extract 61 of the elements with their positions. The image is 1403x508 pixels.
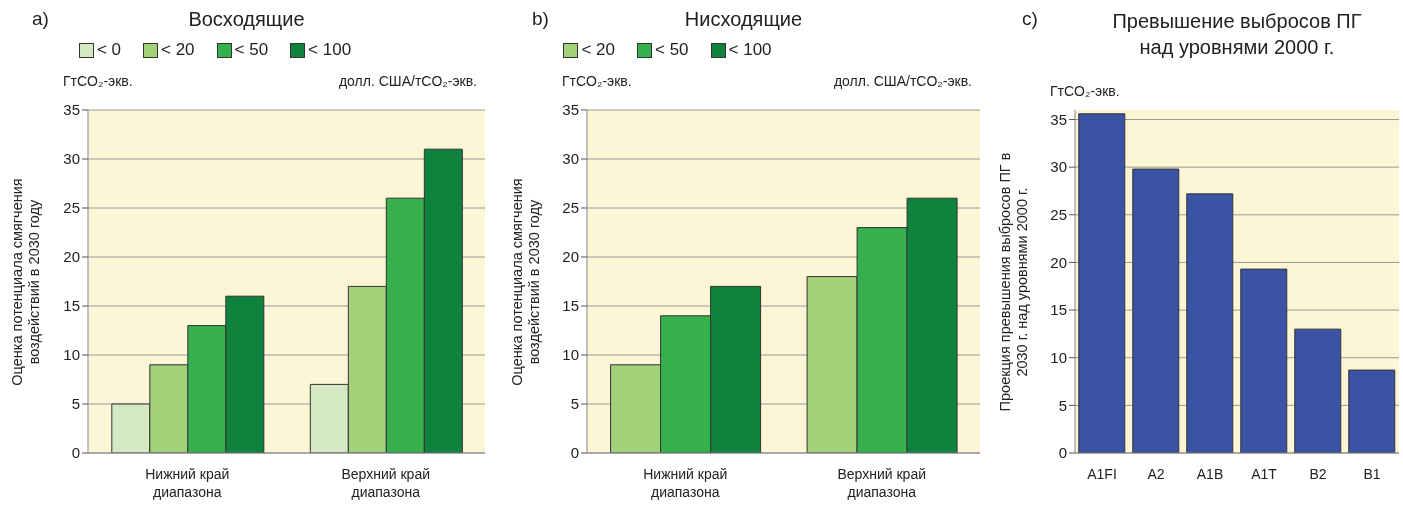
text: ГтCO₂-экв. <box>1050 83 1120 99</box>
y-tick-label: 25 <box>63 199 80 217</box>
y-tick-label: 5 <box>71 395 80 413</box>
y-tick-label: 10 <box>63 346 80 364</box>
text: b) <box>532 8 549 30</box>
x-tick-label: Нижний край диапазона <box>145 466 230 500</box>
y-tick-label: 5 <box>1058 396 1067 414</box>
y-tick-label: 35 <box>562 101 579 119</box>
legend-label: < 100 <box>308 40 352 60</box>
x-tick-label: B1 <box>1363 466 1381 482</box>
chart-title: Восходящие <box>187 7 306 32</box>
y-tick-label: 35 <box>63 101 80 119</box>
bar <box>1240 268 1288 453</box>
y-tick-label: 10 <box>562 346 579 364</box>
text: c) <box>1022 8 1038 30</box>
y-tick-label: 30 <box>63 150 80 168</box>
legend-title: долл. США/тCO₂-экв. <box>833 73 972 89</box>
x-tick-label: A1T <box>1251 466 1278 482</box>
y-tick-label: 35 <box>1050 110 1067 128</box>
y-tick-label: 25 <box>1050 206 1067 224</box>
text: a) <box>32 8 49 30</box>
y-axis-title: Оценка потенциала смягчения воздействий в 2030 году <box>509 176 543 388</box>
y-tick-label: 15 <box>562 297 579 315</box>
y-tick-label: 0 <box>570 444 579 462</box>
legend-label: < 20 <box>160 40 195 60</box>
legend-label: < 20 <box>581 40 615 60</box>
bar <box>1078 113 1126 453</box>
legend-label: < 50 <box>234 40 269 60</box>
y-tick-label: 20 <box>63 248 80 266</box>
y-tick-label: 20 <box>1050 253 1067 271</box>
y-tick-label: 25 <box>562 199 579 217</box>
x-tick-label: A1FI <box>1087 466 1117 482</box>
y-tick-label: 30 <box>1050 158 1067 176</box>
x-tick-label: Нижний край диапазона <box>643 466 728 500</box>
x-tick-label: Верхний край диапазона <box>837 466 927 500</box>
bar <box>1294 328 1342 453</box>
y-tick-label: 0 <box>1058 444 1067 462</box>
bar <box>1132 168 1180 453</box>
bar <box>1348 369 1396 453</box>
legend-label: < 0 <box>96 40 121 60</box>
legend-label: < 100 <box>728 40 772 60</box>
y-tick-label: 15 <box>63 297 80 315</box>
y-tick-label: 5 <box>570 395 579 413</box>
y-tick-label: 20 <box>562 248 579 266</box>
chart-title: Превышение выбросов ПГ над уровнями 2000 г. <box>1111 9 1363 60</box>
y-tick-label: 10 <box>1050 349 1067 367</box>
y-tick-label: 30 <box>562 150 579 168</box>
x-tick-label: Верхний край диапазона <box>341 466 431 500</box>
y-axis-title: Проекция превышения выбросов ПГ в 2030 г. над уровнями 2000 г. <box>997 151 1031 413</box>
text: ГтCO₂-экв. <box>562 73 632 89</box>
y-axis-title: Оценка потенциала смягчения воздействий в 2030 году <box>9 176 43 388</box>
bar <box>1186 193 1234 453</box>
y-tick-label: 0 <box>71 444 80 462</box>
legend-title: долл. США/тCO₂-экв. <box>338 73 477 89</box>
legend-label: < 50 <box>654 40 689 60</box>
x-tick-label: A2 <box>1147 466 1165 482</box>
x-tick-label: B2 <box>1309 466 1327 482</box>
x-tick-label: A1B <box>1196 466 1224 482</box>
text: ГтCO₂-экв. <box>63 73 133 89</box>
y-tick-label: 15 <box>1050 301 1067 319</box>
chart-title: Нисходящие <box>683 7 804 32</box>
